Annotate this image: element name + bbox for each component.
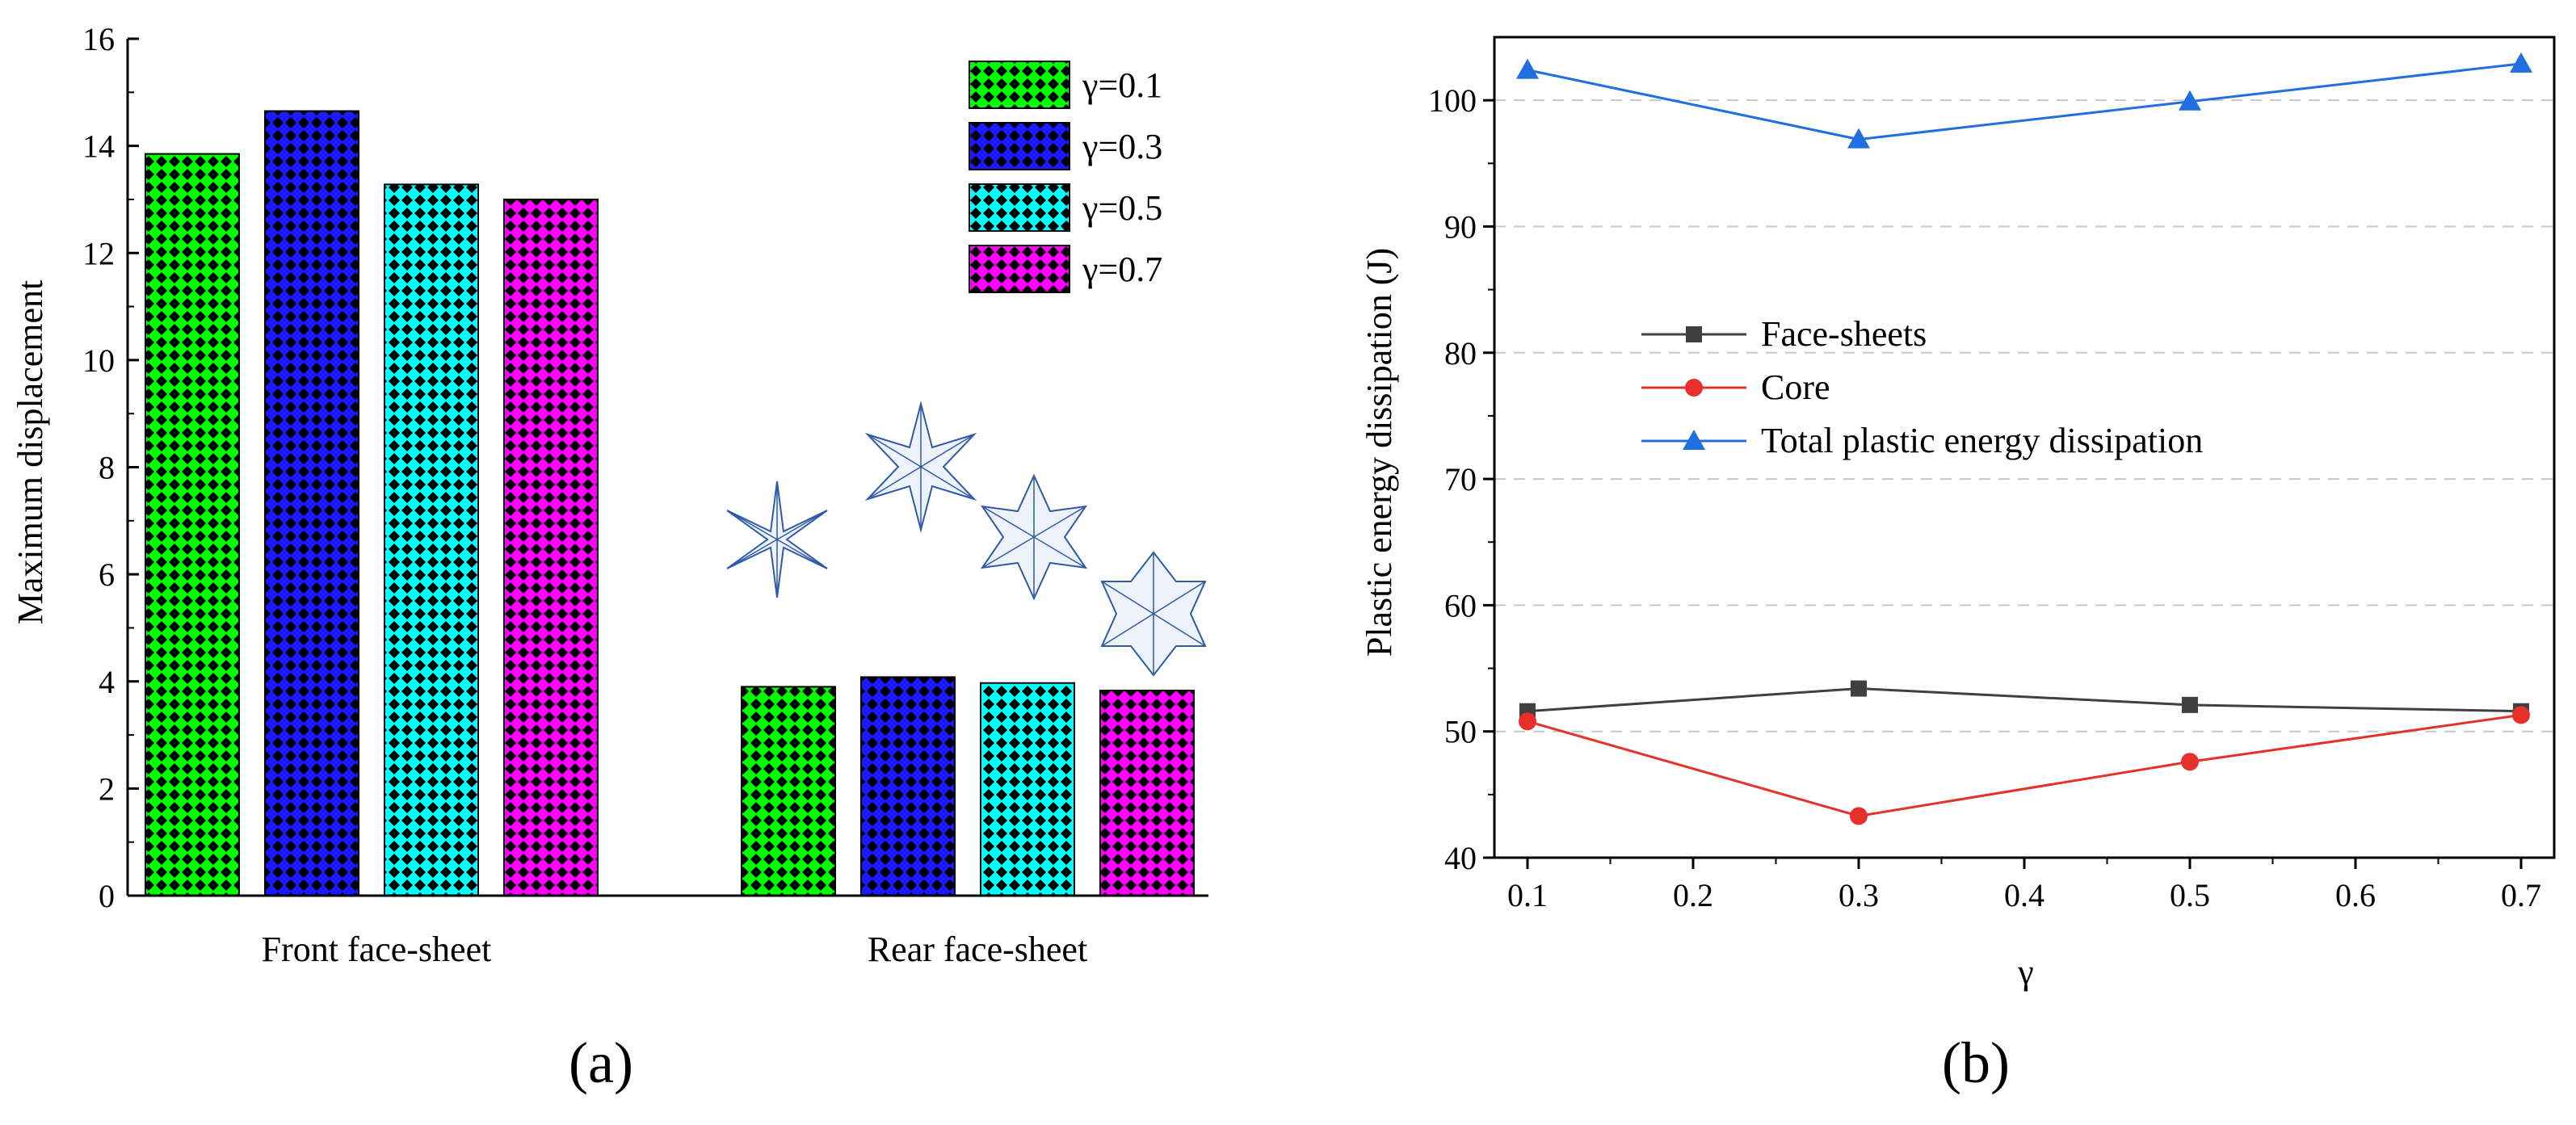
- y-tick-label: 10: [82, 342, 115, 379]
- x-tick-label: 0.5: [2170, 877, 2210, 913]
- series-line: [1527, 687, 2522, 713]
- data-point: [1519, 712, 1536, 731]
- bar: [384, 183, 479, 896]
- line-chart-panel: 40 50 60 70 80 90 100 0.1 0.2 0.3 0.4 0.5 0.6 0.7 Pl…: [1359, 36, 2556, 1095]
- y-tick-label: 80: [1444, 335, 1477, 372]
- legend-label: γ=0.7: [1082, 250, 1162, 289]
- data-point: [2182, 696, 2198, 713]
- bar-chart-panel: 0 2 4 6 8 10 12 14 16 Front face-sheet Rear face-…: [11, 21, 1208, 1095]
- legend-marker: [1686, 326, 1702, 342]
- x-tick-label: 0.7: [2501, 877, 2541, 913]
- panel-label-b: (b): [1942, 1031, 2010, 1095]
- y-tick-label: 40: [1444, 840, 1477, 876]
- panel-label-a: (a): [569, 1031, 633, 1095]
- bar: [741, 686, 836, 896]
- data-point: [1847, 128, 1870, 149]
- bar: [860, 676, 956, 896]
- legend-marker: [1683, 430, 1705, 450]
- y-axis-label-b: Plastic energy dissipation (J): [1359, 248, 1399, 657]
- data-point: [2512, 706, 2530, 724]
- x-tick-label: 0.4: [2004, 877, 2044, 913]
- bar: [145, 153, 240, 896]
- y-tick-label: 0: [99, 878, 115, 914]
- x-category-label: Rear face-sheet: [868, 930, 1087, 969]
- star-core-illustration-2: [864, 401, 977, 533]
- bar: [1099, 690, 1195, 896]
- bar: [503, 198, 599, 896]
- legend-swatch: [969, 122, 1070, 170]
- data-point: [2181, 753, 2199, 771]
- y-axis-label-a: Maximum displacement: [11, 280, 50, 624]
- y-tick-label: 16: [82, 21, 115, 57]
- bar: [264, 110, 359, 897]
- bar: [980, 682, 1075, 896]
- data-point: [2179, 90, 2201, 111]
- star-core-illustration-3: [980, 473, 1088, 601]
- y-tick-label: 70: [1444, 461, 1477, 497]
- legend-label: γ=0.1: [1082, 65, 1162, 105]
- x-category-label: Front face-sheet: [262, 930, 492, 969]
- star-core-illustration-1: [726, 481, 828, 598]
- y-tick-label: 100: [1428, 82, 1477, 119]
- legend-label: Face-sheets: [1761, 314, 1927, 354]
- x-tick-label: 0.2: [1673, 877, 1713, 913]
- y-tick-label: 8: [99, 450, 115, 486]
- x-tick-label: 0.1: [1507, 877, 1548, 913]
- legend-marker: [1685, 379, 1703, 397]
- series-line: [1527, 62, 2522, 141]
- series-line: [1527, 713, 2522, 817]
- legend-swatch: [969, 245, 1070, 293]
- y-tick-label: 60: [1444, 587, 1477, 623]
- legend-swatch: [969, 183, 1070, 232]
- star-core-illustration-4: [1100, 551, 1207, 677]
- x-axis-label-b: γ: [2017, 952, 2033, 992]
- data-point: [1851, 680, 1867, 697]
- y-tick-label: 14: [82, 128, 115, 165]
- data-point: [2510, 52, 2532, 73]
- x-tick-label: 0.6: [2335, 877, 2376, 913]
- y-tick-label: 50: [1444, 714, 1477, 750]
- x-tick-label: 0.3: [1838, 877, 1879, 913]
- data-point: [1516, 58, 1539, 79]
- legend-swatch: [969, 61, 1070, 109]
- y-tick-label: 90: [1444, 208, 1477, 245]
- y-tick-label: 4: [99, 664, 115, 700]
- legend-label: Core: [1761, 367, 1830, 407]
- y-tick-label: 2: [99, 770, 115, 807]
- legend-label: γ=0.3: [1082, 127, 1162, 166]
- data-point: [1850, 807, 1868, 825]
- legend-label: Total plastic energy dissipation: [1761, 421, 2203, 460]
- y-tick-label: 12: [82, 235, 115, 271]
- y-tick-label: 6: [99, 556, 115, 593]
- legend-label: γ=0.5: [1082, 188, 1162, 228]
